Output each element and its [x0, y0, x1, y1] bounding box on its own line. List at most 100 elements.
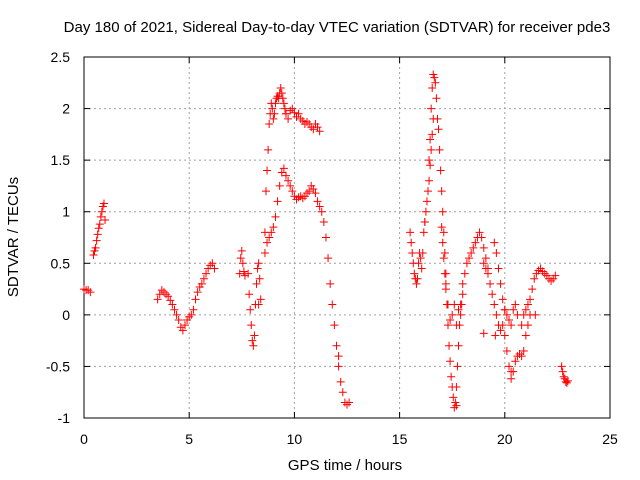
data-point [252, 279, 261, 288]
data-point [441, 279, 450, 288]
data-point [496, 326, 505, 335]
data-point [313, 197, 322, 206]
data-point [303, 117, 312, 126]
data-point [452, 321, 461, 330]
data-point [551, 271, 560, 280]
data-point [235, 269, 244, 278]
data-point [428, 83, 437, 92]
data-point [239, 267, 248, 276]
data-point [244, 269, 253, 278]
y-tick-label: 1.5 [51, 152, 71, 168]
data-point [281, 171, 290, 180]
data-point [534, 266, 543, 275]
data-point [97, 207, 106, 216]
data-point [255, 274, 264, 283]
data-point [95, 220, 104, 229]
data-point [452, 383, 461, 392]
data-point [315, 127, 324, 136]
x-tick-label: 20 [497, 431, 513, 447]
data-point [250, 331, 259, 340]
data-point [481, 254, 490, 263]
series-seg-35-62 [153, 259, 219, 335]
data-point [530, 274, 539, 283]
data-point [275, 181, 284, 190]
data-point [511, 300, 520, 309]
data-point [558, 367, 567, 376]
data-point [481, 264, 490, 273]
data-point [199, 274, 208, 283]
data-point [509, 305, 518, 314]
data-point [492, 248, 501, 257]
data-point [521, 331, 530, 340]
data-point [435, 145, 444, 154]
data-point [408, 248, 417, 257]
data-point [166, 296, 175, 305]
data-point [315, 202, 324, 211]
data-point [246, 305, 255, 314]
data-point [298, 194, 307, 203]
data-point [279, 164, 288, 173]
data-point [471, 238, 480, 247]
data-point [505, 316, 514, 325]
series-seg-00-01 [80, 285, 95, 297]
data-point [426, 161, 435, 170]
data-point [437, 187, 446, 196]
data-point [178, 326, 187, 335]
data-point [280, 104, 289, 113]
data-point [294, 109, 303, 118]
data-point [288, 104, 297, 113]
data-point [270, 109, 279, 118]
y-axis-label: SDTVAR / TECUs [5, 177, 22, 297]
data-point [445, 341, 454, 350]
data-point [208, 259, 217, 268]
data-point [247, 321, 256, 330]
data-point [343, 400, 351, 409]
data-point [424, 187, 433, 196]
data-point [92, 236, 101, 245]
data-point [526, 295, 535, 304]
data-point [189, 305, 198, 314]
data-point [561, 377, 570, 386]
data-point [245, 290, 254, 299]
axis-ticks: 0 5 10 15 20 25 -1 -0.5 0 0.5 1 1.5 2 2.5 [46, 49, 618, 447]
data-point [180, 321, 189, 330]
y-tick-label: 2 [62, 101, 70, 117]
data-point [456, 310, 465, 319]
series-seg-05-1 [89, 199, 110, 260]
data-point [507, 367, 516, 376]
series-outliers [254, 218, 540, 410]
data-point [236, 254, 245, 263]
data-point [434, 125, 443, 134]
data-point [414, 259, 423, 268]
data-point [290, 108, 299, 117]
data-point [453, 362, 462, 371]
data-point [477, 233, 486, 242]
data-point [557, 362, 566, 371]
data-point [237, 246, 246, 255]
x-tick-label: 15 [392, 431, 408, 447]
data-point [309, 125, 318, 134]
data-point [562, 378, 571, 387]
data-point [559, 372, 568, 381]
data-point [452, 401, 461, 410]
data-point [498, 321, 507, 330]
data-point [449, 393, 458, 402]
data-point [519, 346, 528, 355]
data-point [334, 362, 343, 371]
data-point [288, 187, 297, 196]
data-point [410, 269, 419, 278]
data-point [440, 248, 449, 257]
data-point [265, 120, 274, 129]
data-point [507, 321, 516, 330]
data-point [502, 310, 511, 319]
data-point [563, 376, 572, 385]
data-point [249, 341, 258, 350]
data-point [187, 310, 196, 319]
data-point [505, 362, 514, 371]
y-tick-label: 1 [62, 204, 70, 220]
x-axis-label: GPS time / hours [288, 457, 402, 474]
data-point [494, 264, 503, 273]
data-point [427, 145, 436, 154]
data-point [417, 264, 426, 273]
data-point [431, 78, 440, 87]
